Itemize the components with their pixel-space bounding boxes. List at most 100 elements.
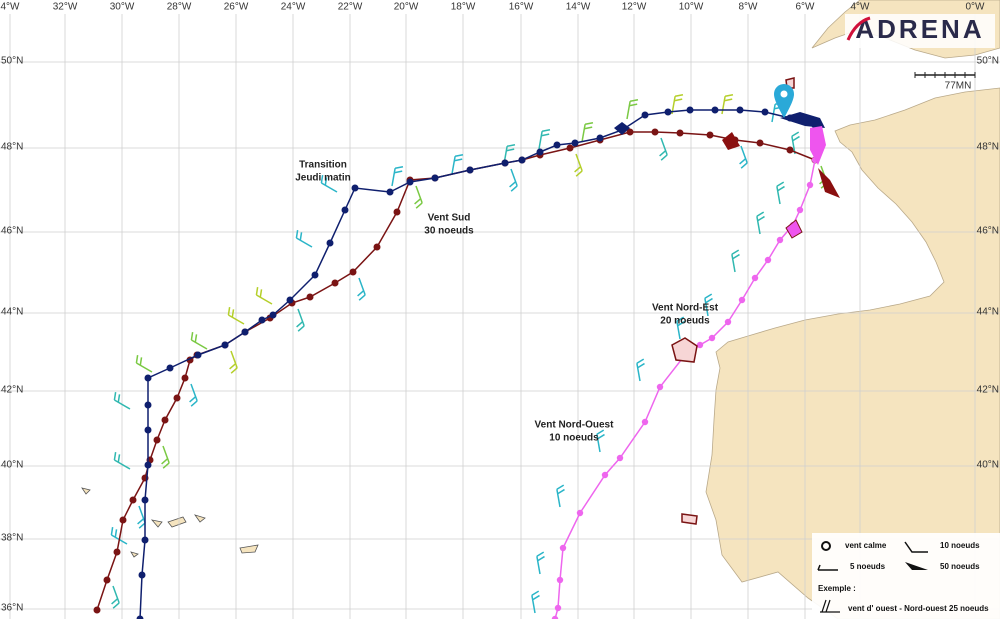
route-navy-point bbox=[406, 178, 414, 186]
route-navy-point bbox=[596, 134, 604, 142]
barb-tick bbox=[190, 400, 198, 407]
barb-staff bbox=[138, 505, 146, 524]
barb-tick bbox=[541, 133, 550, 137]
wind-barb bbox=[189, 383, 198, 407]
longitude-label: 0°W bbox=[966, 2, 986, 13]
barb-tick bbox=[231, 309, 235, 318]
route-navy-point bbox=[141, 536, 149, 544]
barb-staff bbox=[704, 298, 709, 317]
latitude-label-right: 48°N bbox=[977, 142, 999, 153]
wind-barb bbox=[451, 153, 464, 175]
barb-tick bbox=[394, 170, 403, 174]
route-red-point bbox=[153, 436, 161, 444]
barb-tick bbox=[541, 128, 551, 133]
barb-tick bbox=[358, 294, 366, 301]
route-pink-point bbox=[556, 576, 564, 584]
wind-barb bbox=[113, 391, 131, 410]
latitude-label-right: 42°N bbox=[977, 385, 999, 396]
barb-tick bbox=[777, 185, 785, 192]
barb-tick bbox=[724, 93, 734, 98]
barb-tick bbox=[111, 598, 119, 605]
route-pink-point bbox=[616, 454, 624, 462]
route-pink-point bbox=[559, 544, 567, 552]
route-red-point bbox=[93, 606, 101, 614]
barb-staff bbox=[581, 124, 586, 143]
route-navy-point bbox=[711, 106, 719, 114]
barb-tick bbox=[674, 98, 683, 102]
barb-tick bbox=[756, 211, 765, 217]
route-pink-point bbox=[656, 383, 664, 391]
route-navy-point bbox=[518, 156, 526, 164]
barb-staff bbox=[228, 314, 245, 325]
barb-tick bbox=[113, 391, 117, 401]
longitude-label: 12°W bbox=[622, 2, 647, 13]
wind-barb bbox=[574, 153, 583, 177]
route-navy-point bbox=[241, 328, 249, 336]
longitude-label: 4°W bbox=[851, 2, 871, 13]
barb-tick bbox=[394, 165, 404, 170]
zone bbox=[671, 337, 698, 363]
barb-tick bbox=[138, 522, 146, 529]
wind-barb bbox=[161, 445, 170, 469]
route-red-point bbox=[756, 139, 764, 147]
barb-staff bbox=[756, 216, 761, 235]
barb-tick bbox=[139, 357, 143, 366]
barb-tick bbox=[636, 358, 645, 364]
legend-ten-icon bbox=[904, 541, 928, 553]
wind-barb bbox=[538, 128, 551, 150]
longitude-label: 8°W bbox=[739, 2, 759, 13]
barb-tick bbox=[324, 177, 328, 186]
legend-fifty: 50 noeuds bbox=[940, 562, 980, 571]
barb-staff bbox=[451, 156, 456, 175]
barb-staff bbox=[575, 153, 583, 172]
route-red-point bbox=[306, 293, 314, 301]
barb-tick bbox=[117, 454, 121, 463]
barb-tick bbox=[732, 253, 740, 260]
barb-tick bbox=[574, 166, 582, 173]
wind-barb bbox=[320, 174, 338, 193]
route-pink-point bbox=[764, 256, 772, 264]
barb-staff bbox=[190, 383, 198, 402]
route-navy-point bbox=[431, 174, 439, 182]
annotation: Vent Nord-Est bbox=[652, 303, 719, 314]
route-red-point bbox=[626, 128, 634, 136]
barb-tick bbox=[510, 185, 518, 192]
latitude-label: 40°N bbox=[1, 460, 23, 471]
barb-staff bbox=[636, 363, 641, 382]
route-red-point bbox=[161, 416, 169, 424]
barb-tick bbox=[584, 121, 594, 126]
barb-tick bbox=[110, 526, 114, 536]
barb-tick bbox=[227, 306, 231, 316]
barb-tick bbox=[629, 98, 639, 103]
logo-bg bbox=[845, 14, 995, 48]
barb-staff bbox=[536, 556, 541, 575]
longitude-label: 18°W bbox=[451, 2, 476, 13]
barb-tick bbox=[454, 153, 464, 158]
route-red-point bbox=[103, 576, 111, 584]
barb-tick bbox=[660, 154, 668, 161]
barb-tick bbox=[776, 181, 785, 187]
route-navy-point bbox=[269, 311, 277, 319]
barb-staff bbox=[230, 350, 238, 369]
legend-example: vent d' ouest - Nord-ouest 25 noeuds bbox=[848, 604, 989, 613]
route-navy-point bbox=[341, 206, 349, 214]
barb-staff bbox=[731, 254, 736, 273]
logo: ADRENA bbox=[855, 14, 984, 44]
marker-navy-small bbox=[614, 122, 630, 135]
annotation: Vent Sud bbox=[428, 213, 471, 224]
barb-tick bbox=[255, 286, 259, 296]
wind-barb bbox=[704, 293, 713, 317]
route-navy-point bbox=[144, 461, 152, 469]
wind-barb bbox=[581, 121, 594, 143]
wind-barb bbox=[296, 308, 305, 332]
barb-staff bbox=[112, 585, 120, 604]
barb-tick bbox=[674, 93, 684, 98]
barb-tick bbox=[677, 320, 685, 327]
wind-barb bbox=[596, 429, 605, 453]
barb-tick bbox=[731, 249, 740, 255]
route-pink-point bbox=[601, 471, 609, 479]
longitude-label: 16°W bbox=[509, 2, 534, 13]
barb-tick bbox=[137, 518, 145, 525]
